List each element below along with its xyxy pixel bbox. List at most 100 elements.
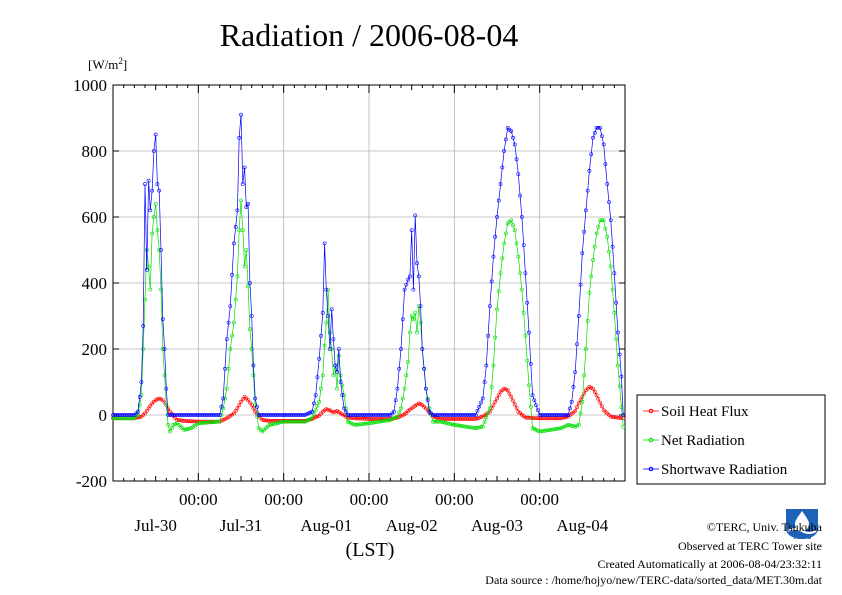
data-point [223, 366, 227, 371]
data-point [141, 323, 146, 328]
data-point [489, 279, 494, 284]
data-point [534, 416, 539, 421]
data-point [191, 419, 195, 424]
y-tick-label: 0 [99, 406, 108, 425]
data-point [159, 248, 163, 252]
data-point [518, 193, 523, 198]
chart-title: Radiation / 2006-08-04 [220, 17, 519, 53]
data-point [327, 330, 332, 335]
data-point [584, 347, 588, 351]
data-point [212, 413, 217, 417]
data-point [267, 422, 272, 427]
data-point [249, 403, 254, 408]
data-point [372, 420, 377, 425]
data-point [603, 162, 608, 167]
data-point [500, 256, 505, 261]
data-point [560, 425, 565, 430]
data-point [616, 363, 620, 368]
data-point [511, 135, 515, 140]
data-point [416, 401, 421, 406]
data-point [123, 413, 128, 417]
data-point [347, 415, 352, 420]
data-point [527, 383, 531, 388]
data-point [400, 413, 405, 418]
data-point [303, 413, 307, 417]
data-point [143, 411, 147, 416]
data-point [368, 421, 373, 425]
data-point [411, 287, 416, 292]
data-point [548, 413, 553, 417]
data-point [616, 415, 620, 420]
data-point [395, 386, 400, 391]
x-axis-label: (LST) [346, 539, 395, 561]
data-point [310, 416, 315, 421]
data-point [447, 421, 451, 426]
data-point [367, 413, 371, 417]
data-point [313, 408, 318, 413]
data-point [153, 201, 158, 206]
data-point [589, 274, 594, 279]
data-point [523, 333, 528, 338]
data-point [116, 413, 121, 417]
data-point [283, 419, 288, 424]
data-point [148, 287, 153, 292]
y-axis: -200 0 200 400 600 800 1000 [73, 76, 625, 491]
data-point [402, 287, 407, 292]
data-point [349, 421, 354, 426]
data-point [582, 373, 587, 378]
data-point [502, 386, 507, 391]
data-point [214, 413, 219, 417]
data-point [326, 314, 331, 318]
data-point [315, 403, 320, 408]
data-point [541, 413, 546, 417]
data-point [518, 271, 523, 276]
data-point [175, 413, 179, 417]
data-point [192, 419, 197, 424]
data-point [228, 347, 233, 351]
data-point [390, 417, 395, 422]
data-point [247, 400, 252, 405]
data-point [536, 408, 540, 413]
data-point [576, 314, 581, 318]
data-point [608, 264, 613, 269]
data-point [471, 425, 476, 430]
data-point [317, 356, 322, 361]
data-point [150, 188, 155, 193]
data-point [466, 425, 471, 430]
data-point [612, 310, 617, 315]
data-point [608, 218, 613, 223]
data-point [407, 330, 412, 335]
data-point [223, 417, 227, 422]
data-point [487, 406, 492, 411]
data-point [287, 419, 291, 424]
data-point [235, 208, 240, 213]
data-point [304, 412, 309, 417]
data-source-text: Data source : /home/hojyo/new/TERC-data/… [485, 573, 822, 587]
data-point [536, 428, 540, 433]
data-point [336, 347, 341, 351]
y-axis-unit: [W/m2] [88, 56, 127, 72]
data-point [276, 420, 281, 425]
data-point [463, 424, 467, 429]
data-point [580, 251, 585, 256]
data-point [512, 402, 517, 407]
data-point [598, 400, 603, 405]
data-point [516, 172, 521, 177]
data-point [185, 427, 190, 431]
data-point [251, 363, 256, 368]
data-point [399, 347, 403, 351]
data-point [514, 157, 519, 162]
data-point [178, 418, 183, 423]
data-point [381, 413, 386, 417]
data-point [502, 241, 507, 246]
data-point [370, 420, 375, 425]
data-point [324, 320, 329, 325]
data-point [493, 335, 498, 340]
data-point [594, 393, 599, 398]
data-point [619, 416, 624, 421]
data-point [262, 418, 267, 423]
data-point [203, 413, 208, 417]
data-point [436, 419, 441, 424]
data-point [454, 423, 459, 428]
data-point [468, 417, 473, 421]
